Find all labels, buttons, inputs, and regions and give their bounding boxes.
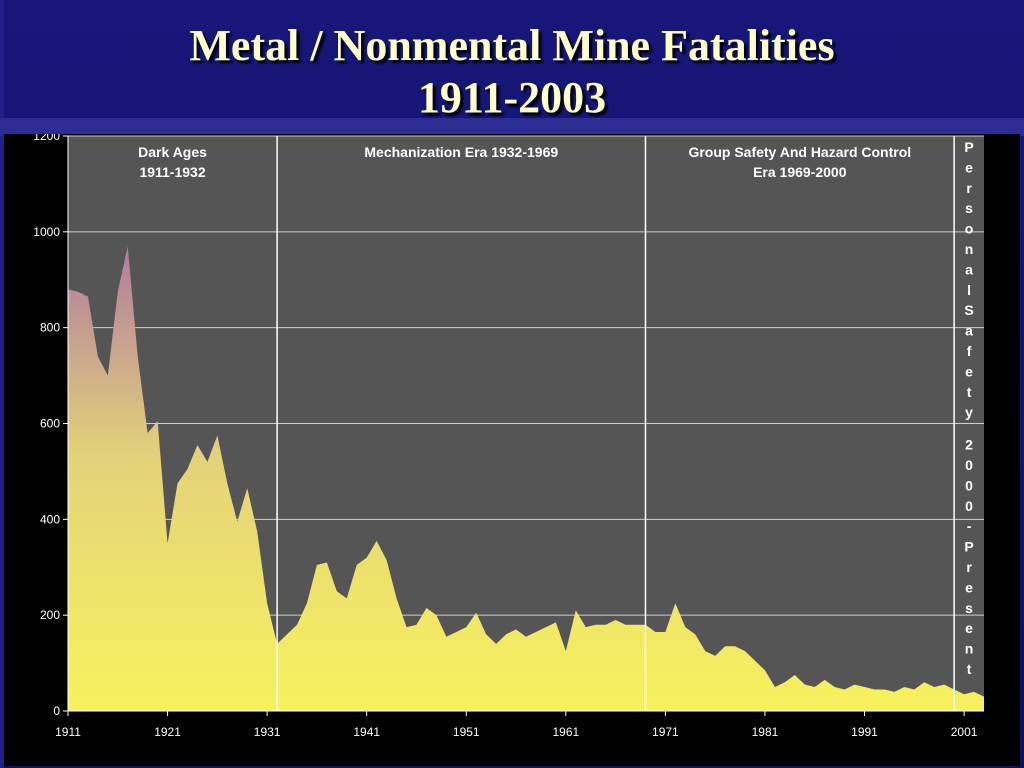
x-tick-label: 1911 [55, 725, 81, 739]
era-label-vertical-char: n [965, 641, 974, 657]
era-label: Group Safety And Hazard Control [688, 144, 911, 160]
era-label: 1911-1932 [139, 164, 205, 180]
era-label-vertical-char: r [966, 180, 972, 196]
x-tick-label: 2001 [951, 725, 978, 739]
era-label-vertical-char: e [965, 620, 973, 636]
x-tick-label: 1921 [154, 725, 181, 739]
y-tick-label: 400 [40, 512, 60, 526]
y-tick-label: 800 [40, 321, 60, 335]
era-label-vertical-char: s [965, 200, 973, 216]
slide-title: Metal / Nonmental Mine Fatalities 1911-2… [0, 20, 1024, 124]
era-label-vertical-char: a [965, 261, 973, 277]
era-label-vertical-char: S [964, 302, 973, 318]
x-tick-label: 1991 [851, 725, 878, 739]
y-tick-label: 1000 [33, 225, 60, 239]
era-label-vertical-char: r [966, 559, 972, 575]
y-tick-label: 0 [53, 704, 60, 718]
title-line-1: Metal / Nonmental Mine Fatalities [189, 21, 835, 70]
y-tick-label: 200 [40, 608, 60, 622]
era-label-vertical-char: n [965, 241, 974, 257]
x-tick-label: 1941 [353, 725, 380, 739]
y-tick-label: 1200 [33, 134, 60, 143]
era-label: Mechanization Era 1932-1969 [364, 144, 558, 160]
era-label-vertical-char: t [967, 384, 972, 400]
title-line-2: 1911-2003 [417, 73, 607, 122]
y-tick-label: 600 [40, 417, 60, 431]
fatalities-area-series [68, 246, 984, 711]
era-label-vertical-char: e [965, 363, 973, 379]
era-label-vertical-char: P [964, 139, 973, 155]
era-label-vertical-char: 2 [965, 437, 973, 453]
era-label-vertical-char: - [967, 518, 972, 534]
x-tick-label: 1931 [254, 725, 281, 739]
x-tick-label: 1981 [752, 725, 779, 739]
era-label-vertical-char: y [965, 404, 973, 420]
era-label-vertical-char: e [965, 579, 973, 595]
era-label-vertical-char: f [967, 343, 972, 359]
x-tick-label: 1961 [552, 725, 579, 739]
era-label-vertical-char: 0 [965, 457, 973, 473]
era-label-vertical-char: e [965, 159, 973, 175]
era-label-vertical-char: s [965, 600, 973, 616]
era-label-vertical-char: 0 [965, 477, 973, 493]
x-tick-label: 1951 [453, 725, 480, 739]
era-label-vertical-char: P [964, 539, 973, 555]
chart-panel: 0 200 400 600 800 1000 1200 1911 1921 1931 1941 195… [4, 134, 1020, 766]
era-label: Era 1969-2000 [753, 164, 847, 180]
x-tick-label: 1971 [652, 725, 679, 739]
era-label-vertical-char: l [967, 282, 971, 298]
era-label: Dark Ages [138, 144, 207, 160]
title-accent-band [0, 118, 1024, 136]
era-label-vertical-char: 0 [965, 498, 973, 514]
left-accent-bar [0, 0, 4, 768]
era-label-vertical-char: t [967, 661, 972, 677]
era-label-vertical-char: a [965, 323, 973, 339]
era-label-vertical-char: o [965, 221, 974, 237]
